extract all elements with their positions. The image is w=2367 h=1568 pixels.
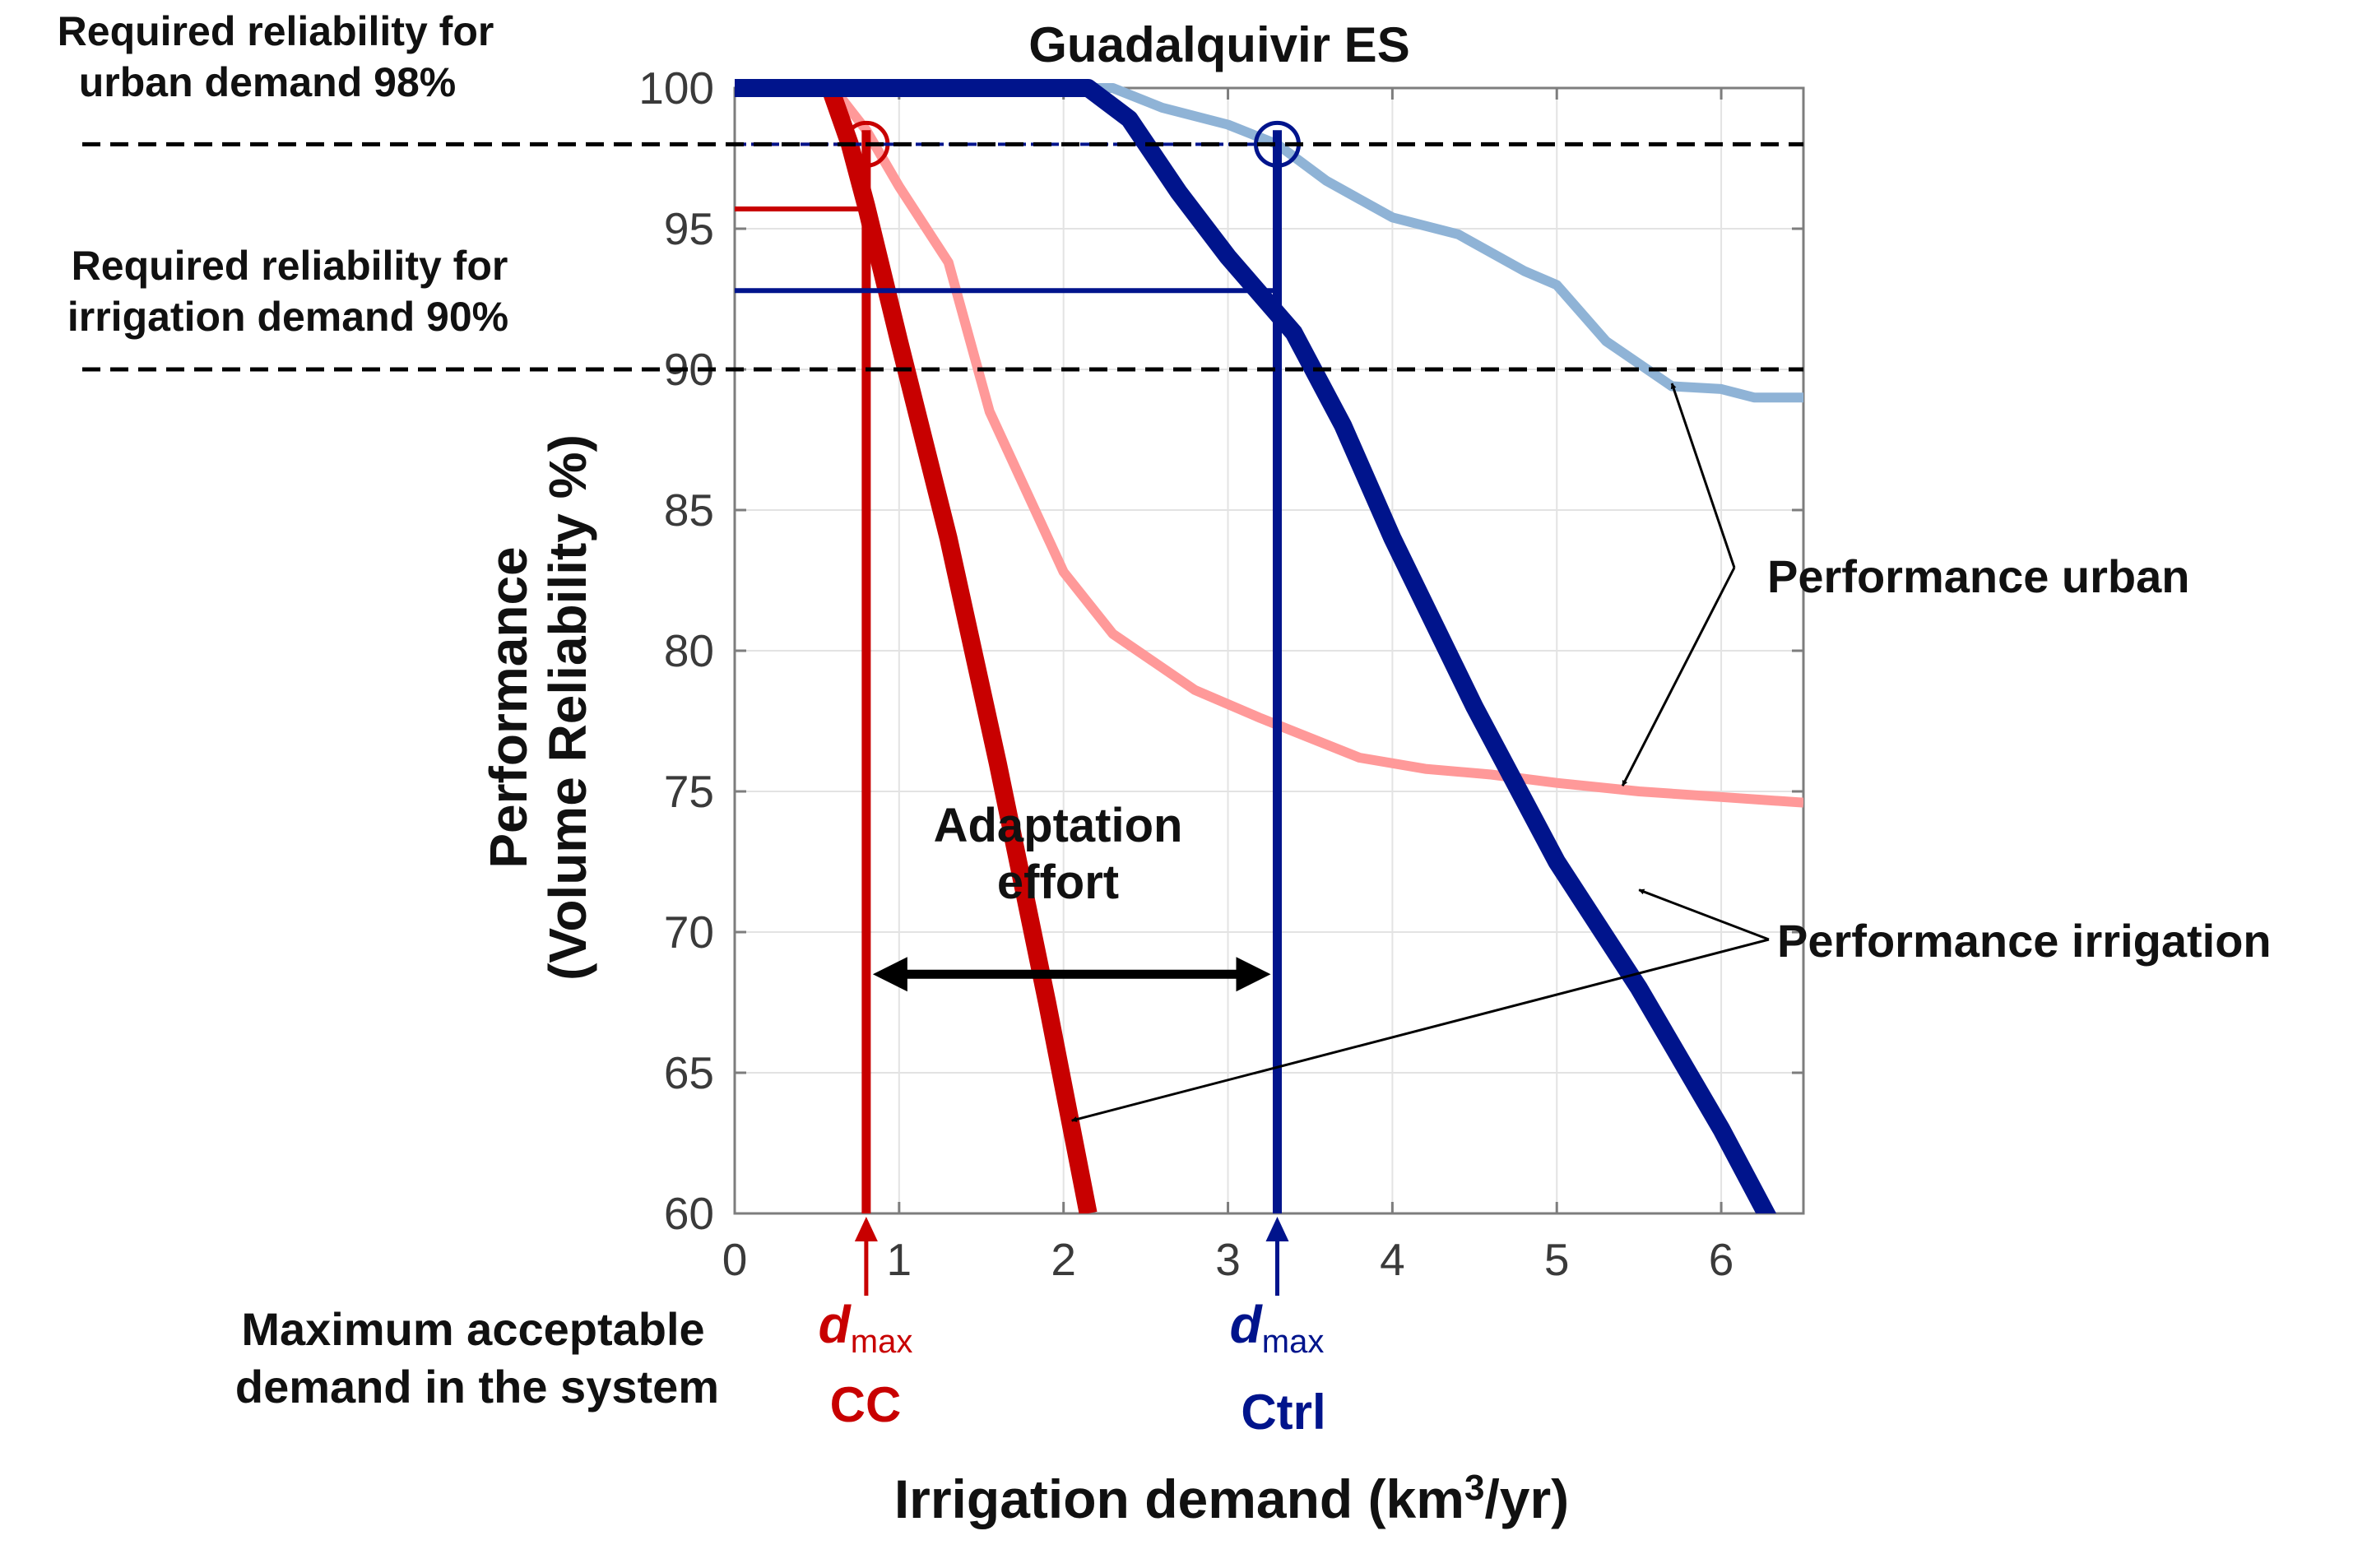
dmax-ctrl-name: Ctrl xyxy=(1241,1385,1325,1440)
adaptation-label-line1: Adaptation xyxy=(934,799,1183,852)
dmax-ctrl-sub: max xyxy=(1262,1324,1325,1360)
ref-irrigation-label-line1: Required reliability for xyxy=(72,243,508,289)
max-acceptable-line1: Maximum acceptable xyxy=(241,1303,704,1355)
cc-urban-line xyxy=(735,83,1803,808)
x-tick-labels: 0 1 2 3 4 5 6 xyxy=(722,1234,1734,1285)
x-axis-title-pre: Irrigation demand (km xyxy=(894,1468,1464,1529)
ctrl-urban-line xyxy=(735,83,1803,403)
max-acceptable-line2: demand in the system xyxy=(235,1361,719,1413)
adaptation-arrow-head-left xyxy=(872,957,907,992)
x-tick-label: 4 xyxy=(1380,1234,1405,1285)
dmax-cc-axis-arrow-head xyxy=(854,1217,878,1241)
cc-irrigation-line xyxy=(735,79,1098,1213)
dmax-ctrl-label: dmax xyxy=(1230,1295,1325,1360)
series-layer xyxy=(735,79,1803,1213)
grid xyxy=(735,88,1803,1213)
x-tick-label: 3 xyxy=(1215,1234,1241,1285)
irrigation-callout-cc xyxy=(1071,938,1770,1122)
plot-frame xyxy=(733,86,1805,1215)
ref-urban-label-line1: Required reliability for xyxy=(58,8,494,54)
y-tick-label: 95 xyxy=(664,203,714,254)
reference-lines xyxy=(82,141,1803,372)
y-tick-label: 85 xyxy=(664,485,714,536)
dmax-cc-label: dmax xyxy=(819,1295,913,1360)
adaptation-arrow-head-right xyxy=(1236,957,1271,992)
ref-irrigation-label-line2: irrigation demand 90% xyxy=(67,294,508,340)
irrigation-callout-ctrl xyxy=(1638,888,1770,941)
dmax-cc-d: d xyxy=(819,1295,852,1354)
x-axis-title-post: /yr) xyxy=(1484,1468,1569,1529)
y-axis-title-line1: Performance xyxy=(479,546,538,868)
chart-title: Guadalquivir ES xyxy=(1028,17,1409,72)
x-axis-title-sup: 3 xyxy=(1464,1468,1484,1508)
dmax-ctrl-d: d xyxy=(1230,1295,1264,1354)
y-tick-label: 80 xyxy=(664,625,714,676)
y-tick-label: 60 xyxy=(664,1188,714,1239)
dmax-ctrl-axis-arrow-head xyxy=(1265,1217,1289,1241)
x-tick-label: 5 xyxy=(1544,1234,1570,1285)
ref-urban-label-line2: urban demand 98% xyxy=(79,59,456,105)
x-tick-label: 2 xyxy=(1051,1234,1076,1285)
x-axis-title: Irrigation demand (km3/yr) xyxy=(894,1468,1569,1529)
dmax-cc-sub: max xyxy=(851,1324,913,1360)
dmax-cc-name: CC xyxy=(830,1377,902,1432)
callout-arrows xyxy=(1071,383,1770,1122)
adaptation-effort-arrow xyxy=(872,957,1271,992)
performance-urban-label: Performance urban xyxy=(1767,550,2190,602)
y-tick-label: 65 xyxy=(664,1047,714,1098)
y-tick-label: 75 xyxy=(664,766,714,817)
x-tick-label: 0 xyxy=(722,1234,748,1285)
y-tick-label: 100 xyxy=(638,63,714,114)
x-tick-label: 1 xyxy=(887,1234,912,1285)
urban-callout-ctrl xyxy=(1670,383,1736,568)
performance-irrigation-label: Performance irrigation xyxy=(1777,915,2272,967)
y-axis-title-line2: (Volume Reliability %) xyxy=(538,434,597,981)
ctrl-irrigation-line xyxy=(735,79,1777,1213)
adaptation-label-line2: effort xyxy=(997,856,1119,909)
x-tick-label: 6 xyxy=(1709,1234,1734,1285)
urban-callout-cc xyxy=(1621,567,1736,786)
y-tick-label: 70 xyxy=(664,907,714,958)
